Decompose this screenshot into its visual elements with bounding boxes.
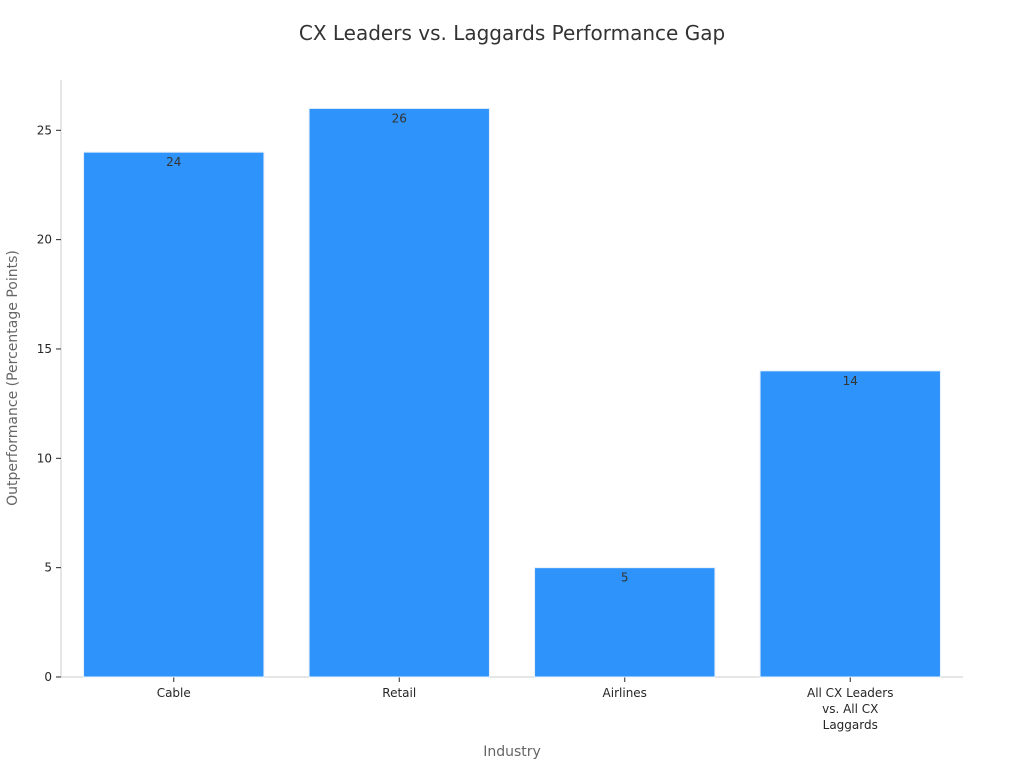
bar <box>83 151 265 678</box>
x-tick-label: All CX Leaders vs. All CX Laggards <box>807 686 894 732</box>
bar <box>308 107 490 678</box>
y-tick-label: 15 <box>37 342 52 356</box>
x-tick-label-line: vs. All CX <box>822 702 878 716</box>
bar-value-label: 14 <box>843 374 858 388</box>
y-tick-label: 20 <box>37 233 52 247</box>
x-tick-label-line: All CX Leaders <box>807 686 894 700</box>
x-tick-label: Cable <box>157 686 191 700</box>
bars <box>83 107 941 678</box>
bar <box>534 567 716 678</box>
x-tick-label-line: Cable <box>157 686 191 700</box>
x-tick-label-line: Retail <box>382 686 416 700</box>
bar-value-label: 26 <box>392 111 407 125</box>
y-tick-label: 10 <box>37 451 52 465</box>
bar <box>759 370 941 678</box>
chart-title: CX Leaders vs. Laggards Performance Gap <box>299 21 725 45</box>
x-tick-label: Airlines <box>603 686 647 700</box>
y-tick-label: 0 <box>44 670 52 684</box>
y-axis-label: Outperformance (Percentage Points) <box>5 250 21 506</box>
data-labels: 24 26 5 14 <box>166 111 858 584</box>
axes: 0 5 10 15 20 25 Cable Retail Airlines All CX Lead… <box>37 80 963 732</box>
bar-value-label: 5 <box>621 571 629 585</box>
bar-value-label: 24 <box>166 155 181 169</box>
x-axis-label: Industry <box>483 744 541 760</box>
x-tick-label-line: Airlines <box>603 686 647 700</box>
y-tick-label: 5 <box>44 561 52 575</box>
x-tick-label-line: Laggards <box>823 718 878 732</box>
y-tick-label: 25 <box>37 123 52 137</box>
x-tick-label: Retail <box>382 686 416 700</box>
